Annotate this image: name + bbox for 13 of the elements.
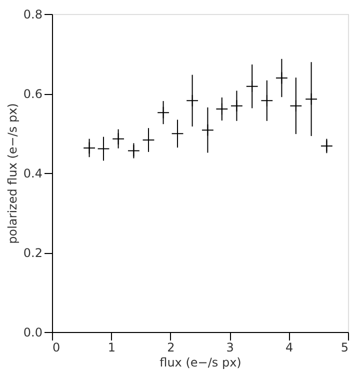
x-tick-label: 0: [52, 340, 60, 354]
x-tick-label: 2: [167, 340, 175, 354]
x-tick-label: 1: [108, 340, 116, 354]
x-tick-label: 4: [285, 340, 294, 354]
y-tick-label: 0.4: [23, 166, 42, 180]
x-axis-title: flux (e−/s px): [160, 356, 242, 370]
y-tick-label: 0.2: [23, 246, 42, 260]
x-tick-label: 5: [340, 340, 348, 354]
y-tick-label: 0.8: [23, 8, 42, 22]
x-tick-label: 3: [226, 340, 234, 354]
y-tick-label: 0.0: [23, 326, 42, 340]
y-axis-title: polarized flux (e−/s px): [5, 103, 20, 244]
y-tick-label: 0.6: [23, 87, 42, 101]
